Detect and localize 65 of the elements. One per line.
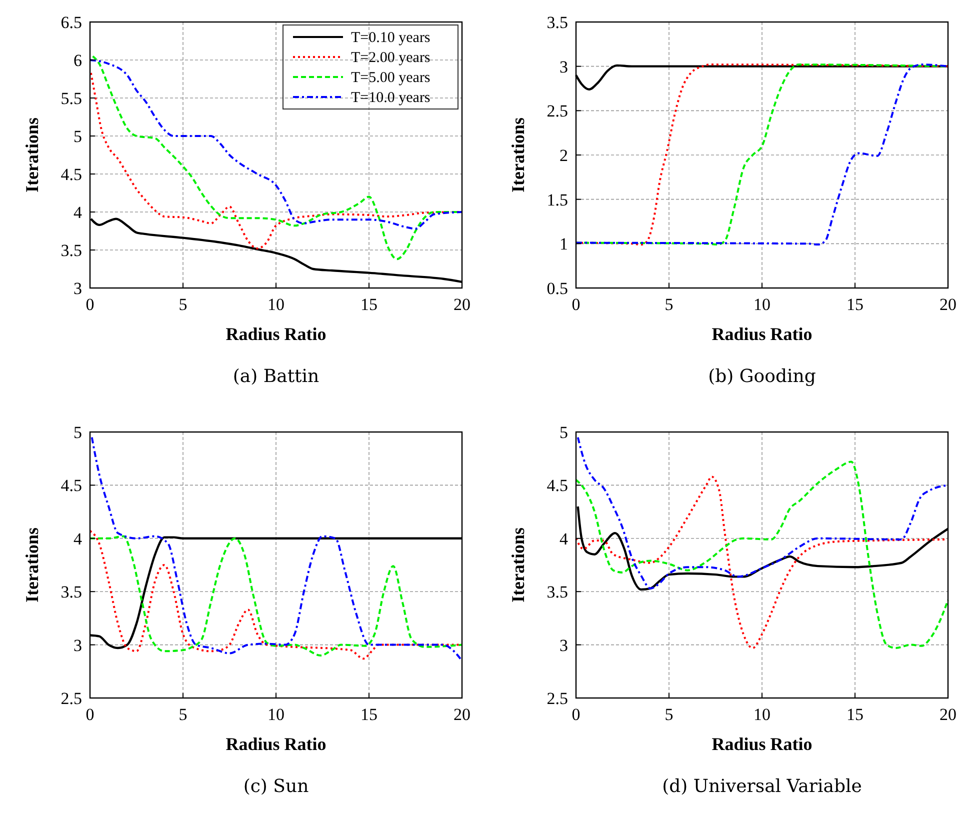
y-tick-label: 2.5 <box>60 689 82 708</box>
x-tick-label: 15 <box>360 295 378 314</box>
x-tick-label: 5 <box>664 705 674 724</box>
y-tick-label: 4 <box>74 203 82 222</box>
y-tick-label: 3 <box>74 636 82 655</box>
y-tick-label: 5 <box>560 423 568 442</box>
x-tick-label: 0 <box>86 295 94 314</box>
y-tick-label: 4.5 <box>60 165 82 184</box>
y-tick-label: 3.5 <box>60 582 82 602</box>
y-tick-label: 3 <box>560 636 568 655</box>
y-tick-label: 6.5 <box>60 13 82 32</box>
y-tick-label: 3 <box>74 279 82 298</box>
y-tick-label: 0.5 <box>546 279 568 298</box>
y-axis-title: Iterations <box>508 118 528 192</box>
x-tick-label: 15 <box>360 705 378 724</box>
y-tick-label: 1 <box>560 234 568 254</box>
y-tick-label: 2.5 <box>546 689 568 708</box>
y-tick-label: 2.5 <box>546 102 568 121</box>
text: (d) Universal Variable <box>662 776 862 797</box>
legend-label: T=2.00 years <box>351 50 430 66</box>
text: (a) Battin <box>232 366 320 387</box>
y-tick-label: 3.5 <box>60 241 82 260</box>
x-tick-label: 10 <box>754 295 770 314</box>
y-tick-label: 5.5 <box>60 89 82 108</box>
x-tick-label: 0 <box>572 705 580 724</box>
legend-label: T=5.00 years <box>351 70 430 86</box>
y-axis-title: Iterations <box>508 528 528 602</box>
x-tick-label: 10 <box>268 705 284 724</box>
y-axis-title: Iterations <box>22 118 42 192</box>
x-tick-label: 0 <box>86 705 94 724</box>
x-tick-label: 10 <box>754 705 770 724</box>
x-tick-label: 20 <box>454 295 470 314</box>
y-tick-label: 6 <box>74 51 82 70</box>
legend-label: T=0.10 years <box>351 30 430 46</box>
y-tick-label: 4.5 <box>546 476 568 496</box>
y-tick-label: 3.5 <box>546 582 568 602</box>
y-tick-label: 1.5 <box>546 190 568 210</box>
x-tick-label: 10 <box>268 295 284 314</box>
x-tick-label: 20 <box>940 295 956 314</box>
y-tick-label: 5 <box>74 127 82 146</box>
x-tick-label: 20 <box>940 705 956 724</box>
line-series <box>90 436 463 662</box>
x-tick-label: 5 <box>178 705 188 724</box>
x-tick-label: 0 <box>572 295 580 314</box>
x-tick-label: 5 <box>664 295 674 314</box>
text: (b) Gooding <box>708 366 816 387</box>
text: (c) Sun <box>243 776 310 797</box>
x-tick-label: 15 <box>846 705 864 724</box>
y-tick-label: 3 <box>560 57 568 76</box>
x-axis-title: Radius Ratio <box>226 324 326 344</box>
y-tick-label: 2 <box>560 146 568 165</box>
y-tick-label: 5 <box>74 423 82 442</box>
x-axis-title: Radius Ratio <box>712 324 812 344</box>
x-axis-title: Radius Ratio <box>226 734 326 754</box>
legend-label: T=10.0 years <box>351 90 430 106</box>
x-tick-label: 5 <box>178 295 188 314</box>
y-axis-title: Iterations <box>22 528 42 602</box>
y-tick-label: 3.5 <box>546 13 568 32</box>
y-tick-label: 4 <box>74 529 82 548</box>
x-tick-label: 15 <box>846 295 864 314</box>
y-tick-label: 4 <box>560 529 568 548</box>
x-axis-title: Radius Ratio <box>712 734 812 754</box>
x-tick-label: 20 <box>454 705 470 724</box>
y-tick-label: 4.5 <box>60 476 82 496</box>
line-series <box>575 64 949 246</box>
